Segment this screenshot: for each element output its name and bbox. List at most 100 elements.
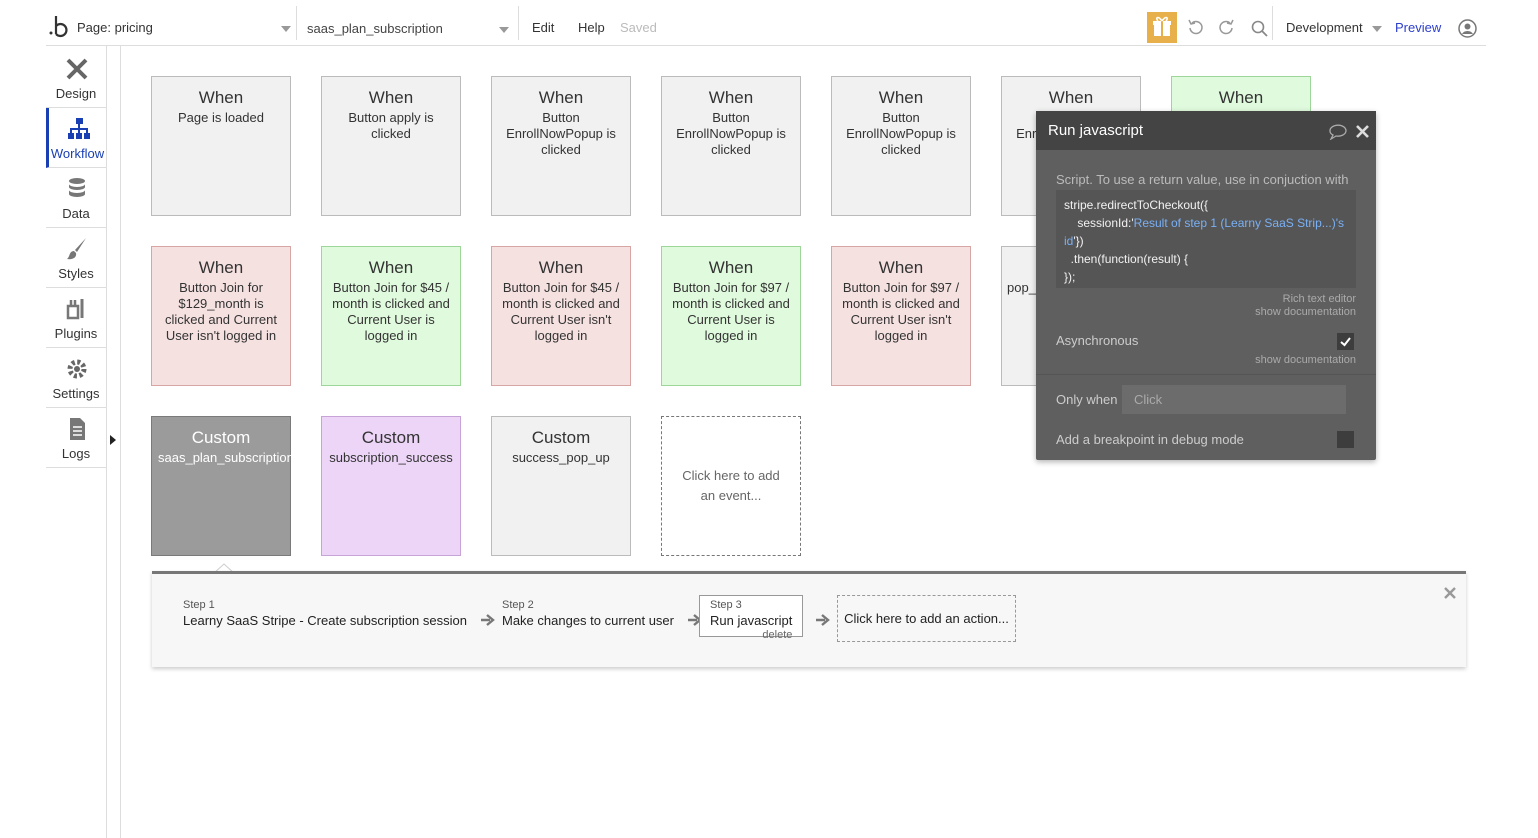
menu-help[interactable]: Help [578,20,605,35]
comment-button[interactable] [1328,124,1348,140]
event-title: When [198,258,244,277]
popup-header: Run javascript [1036,111,1376,150]
event-title: When [198,88,244,107]
checkmark [1340,337,1351,347]
undo-button[interactable] [1186,19,1204,37]
redo-button[interactable] [1218,19,1236,37]
gift-button[interactable] [1147,12,1177,43]
step[interactable]: Step 2 Make changes to current user [502,599,674,628]
code-line: .then(function(result) { [1064,250,1348,268]
event-detail: Button EnrollNowPopup is clicked [846,110,956,157]
page-selector[interactable]: Page: pricing [77,20,295,35]
environment-selector[interactable]: Development [1286,20,1382,35]
event-detail: pop_ [1007,280,1036,295]
steps-panel: Step 1 Learny SaaS Stripe - Create subscr… [152,571,1466,667]
sidebar-item[interactable]: Data [46,168,106,228]
event-card[interactable]: When Button Join for $45 / month is click… [491,246,631,386]
event-detail: success_pop_up [512,450,610,465]
event-card[interactable]: When Button Join for $97 / month is click… [831,246,971,386]
menu-edit[interactable]: Edit [532,20,555,35]
dynamic-expression[interactable]: Result of step 1 (Learny SaaS Strip...)'… [1133,216,1345,230]
sidebar-label: Styles [58,266,94,281]
event-detail: Button Join for $45 / month is clicked a… [332,280,450,343]
event-title: When [368,258,414,277]
expand-arrow[interactable] [110,435,117,445]
page-name: Page: pricing [77,20,153,35]
event-card[interactable]: Custom success_pop_up [491,416,631,556]
event-title: When [1218,88,1264,107]
sidebar-label: Design [55,86,97,101]
step[interactable]: Step 1 Learny SaaS Stripe - Create subscr… [183,599,467,628]
rich-text-link[interactable]: Rich text editor [1282,293,1356,305]
event-detail: Button Join for $97 / month is clicked a… [672,280,790,343]
action-popup: Run javascript Script. To use a return v… [1036,111,1376,460]
step-name: Make changes to current user [502,613,674,628]
top-bar: Page: pricing saas_plan_subscription Edi… [46,0,1486,46]
sidebar-label: Plugins [54,326,98,341]
code-editor[interactable]: stripe.redirectToCheckout({ sessionId:'R… [1056,190,1356,288]
event-title: When [1048,88,1094,107]
sidebar-item[interactable]: Plugins [46,288,106,348]
event-card[interactable]: Custom subscription_success [321,416,461,556]
event-card[interactable]: When Button EnrollNowPopup is clicked [831,76,971,216]
icon [68,118,90,139]
doc-link[interactable]: show documentation [1255,306,1356,318]
event-card[interactable]: When Button EnrollNowPopup is clicked [491,76,631,216]
sidebar-item[interactable]: Logs [46,408,106,468]
code-line: sessionId:'Result of step 1 (Learny SaaS… [1064,214,1348,232]
sidebar-label: Workflow [50,146,105,161]
close-button[interactable] [1444,587,1456,599]
step-arrow [481,614,495,626]
event-card[interactable]: When Button EnrollNowPopup is clicked [661,76,801,216]
sidebar-label: Logs [61,446,91,461]
sidebar-item[interactable]: Design [46,48,106,108]
event-card[interactable]: When Button Join for $97 / month is click… [661,246,801,386]
event-card[interactable]: When Button Join for $45 / month is click… [321,246,461,386]
user-icon[interactable] [1458,19,1477,38]
workflow-name: saas_plan_subscription [307,21,443,36]
step-label: Step 2 [502,599,534,611]
close-button[interactable] [1356,125,1369,138]
sidebar-item[interactable]: Workflow [46,108,106,168]
only-when-input[interactable]: Click [1122,385,1346,414]
event-detail: Button EnrollNowPopup is clicked [506,110,616,157]
async-label: Asynchronous [1056,333,1139,348]
search-button[interactable] [1251,20,1269,38]
doc-link[interactable]: show documentation [1255,354,1356,366]
selection-pointer [214,563,234,573]
add-event[interactable]: Click here to add an event... [661,416,801,556]
icon [66,299,84,320]
step-label: Step 3 [710,599,742,611]
event-detail: subscription_success [329,450,453,465]
event-card[interactable]: Custom saas_plan_subscription [151,416,294,556]
event-title: When [368,88,414,107]
event-card[interactable]: When Button apply is clicked [321,76,461,216]
async-checkbox[interactable] [1337,333,1354,350]
only-when-label: Only when [1056,392,1118,407]
event-card[interactable]: When Page is loaded [151,76,291,216]
step-name: Run javascript [710,613,793,628]
sidebar-item[interactable]: Settings [46,348,106,408]
add-action[interactable]: Click here to add an action... [837,595,1016,642]
icon [67,238,86,260]
step[interactable]: Step 3 Run javascript delete [699,595,804,641]
sidebar-item[interactable]: Styles [46,228,106,288]
logo [49,16,68,38]
event-card[interactable]: When Button Join for $129_month is clicke… [151,246,291,386]
code-line: }); [1064,268,1348,286]
event-detail: saas_plan_subscription [158,450,294,465]
workflow-selector[interactable]: saas_plan_subscription [307,21,510,36]
popup-title: Run javascript [1048,122,1144,139]
code-line: stripe.redirectToCheckout({ [1064,196,1348,214]
event-title: When [708,88,754,107]
dynamic-expression[interactable]: id [1064,234,1074,248]
breakpoint-checkbox[interactable] [1337,431,1354,448]
icon [69,178,85,197]
step-name: Learny SaaS Stripe - Create subscription… [183,613,467,628]
sidebar-label: Data [62,206,90,221]
sidebar-border [106,46,107,838]
event-detail: Page is loaded [177,110,264,125]
step-delete[interactable]: delete [762,629,793,641]
preview-link[interactable]: Preview [1395,20,1442,35]
